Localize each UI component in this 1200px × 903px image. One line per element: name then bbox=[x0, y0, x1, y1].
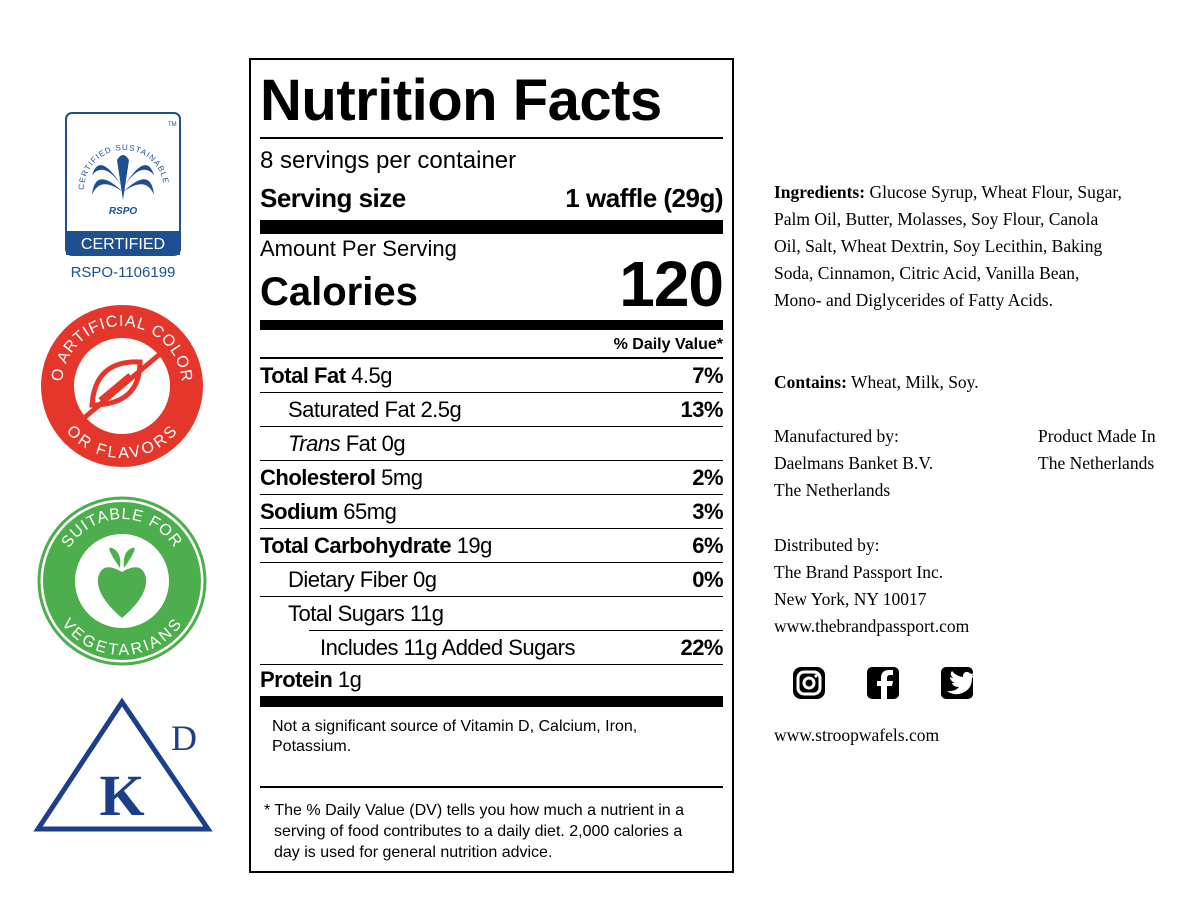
kosher-superscript: D bbox=[171, 718, 197, 758]
daily-value-header: % Daily Value* bbox=[613, 336, 723, 353]
rspo-brand: RSPO bbox=[109, 206, 138, 217]
rspo-id: RSPO-1106199 bbox=[71, 264, 176, 281]
distributor-line: New York, NY 10017 bbox=[774, 589, 927, 609]
nutrient-dv: 22% bbox=[680, 635, 723, 660]
badges: CERTIFIED SUSTAINABLE PALM OIL TM RSPO C… bbox=[0, 0, 213, 832]
nutrient-name: Total Fat bbox=[260, 363, 346, 388]
leaf-icon bbox=[82, 352, 162, 420]
nutrient-name: Includes 11g Added Sugars bbox=[320, 635, 575, 660]
nutrient-row: Dietary Fiber 0g 0% bbox=[260, 564, 723, 597]
nutrition-panel: Nutrition Facts 8 servings per container… bbox=[249, 58, 734, 873]
nutrient-row: Protein 1g bbox=[260, 664, 723, 696]
footnote-dv: * The % Daily Value (DV) tells you how m… bbox=[264, 802, 685, 861]
nutrient-amount: 2.5g bbox=[420, 397, 462, 422]
ingredients: Ingredients: Glucose Syrup, Wheat Flour,… bbox=[774, 179, 1124, 314]
nutrient-amount: 1g bbox=[337, 667, 362, 692]
amount-per-serving: Amount Per Serving bbox=[260, 236, 457, 261]
origin: Product Made In The Netherlands bbox=[1038, 423, 1156, 477]
thick-rule bbox=[260, 696, 723, 707]
distributor-line: The Brand Passport Inc. bbox=[774, 562, 944, 582]
heart-icon bbox=[97, 547, 147, 618]
nutrient-dv: 6% bbox=[692, 533, 723, 558]
nutrient-dv: 2% bbox=[692, 465, 723, 490]
nutrient-row: Saturated Fat 2.5g 13% bbox=[260, 394, 723, 427]
nutrient-amount: 0g bbox=[413, 567, 437, 592]
manufacturer-line: Manufactured by: bbox=[774, 426, 899, 446]
rule bbox=[260, 786, 723, 788]
manufacturer-line: The Netherlands bbox=[774, 480, 891, 500]
thick-rule bbox=[260, 320, 723, 330]
nutrient-amount: 11g bbox=[409, 601, 444, 626]
contains-text: Wheat, Milk, Soy. bbox=[851, 372, 979, 392]
calories-row: Calories 120 bbox=[260, 252, 724, 316]
rule bbox=[260, 137, 723, 139]
rspo-certified: CERTIFIED bbox=[81, 236, 165, 253]
nutrient-name: Total Sugars bbox=[288, 601, 405, 626]
nutrient-amount: 4.5g bbox=[351, 363, 392, 388]
calories-value: 120 bbox=[619, 248, 724, 320]
calories-label: Calories bbox=[260, 270, 418, 314]
nutrient-row: Trans Fat 0g bbox=[260, 428, 723, 461]
rspo-tm: TM bbox=[168, 122, 177, 128]
nutrient-row: Includes 11g Added Sugars 22% bbox=[260, 632, 723, 665]
nutrient-dv: 13% bbox=[680, 397, 723, 422]
nutrient-row: Cholesterol 5mg 2% bbox=[260, 462, 723, 495]
nutrient-amount: 19g bbox=[456, 533, 493, 558]
distributor-line: www.thebrandpassport.com bbox=[774, 616, 970, 636]
facebook-icon[interactable] bbox=[867, 667, 899, 699]
ingredients-text: Glucose Syrup, Wheat Flour, Sugar, Palm … bbox=[774, 182, 1122, 310]
kosher-triangle bbox=[33, 697, 213, 832]
social-icons bbox=[793, 667, 974, 699]
website[interactable]: www.stroopwafels.com bbox=[774, 725, 940, 745]
origin-line: The Netherlands bbox=[1038, 453, 1155, 473]
nutrient-amount: 0g bbox=[381, 431, 406, 456]
nutrient-amount: 65mg bbox=[343, 499, 397, 524]
nutrition-title: Nutrition Facts bbox=[260, 68, 662, 133]
origin-line: Product Made In bbox=[1038, 426, 1156, 446]
contains: Contains: Wheat, Milk, Soy. bbox=[774, 369, 979, 396]
servings: 8 servings per container bbox=[260, 147, 517, 174]
nutrient-dv: 7% bbox=[692, 363, 723, 388]
footnote-vitamins: Not a significant source of Vitamin D, C… bbox=[272, 718, 638, 755]
nutrient-name: Saturated Fat bbox=[288, 397, 415, 422]
ingredients-label: Ingredients: bbox=[774, 182, 866, 202]
twitter-icon[interactable] bbox=[941, 667, 974, 699]
nutrient-name: Sodium bbox=[260, 499, 338, 524]
rule bbox=[260, 357, 723, 359]
rspo-band bbox=[66, 231, 180, 255]
nutrient-name: Protein bbox=[260, 667, 333, 692]
nutrient-name: Cholesterol bbox=[260, 465, 376, 490]
nutrient-row: Sodium 65mg 3% bbox=[260, 496, 723, 529]
kosher-letter: K bbox=[99, 763, 144, 828]
nutrient-name: Dietary Fiber bbox=[288, 567, 408, 592]
serving-size-value: 1 waffle (29g) bbox=[565, 183, 723, 213]
nutrient-dv: 3% bbox=[692, 499, 723, 524]
serving-size-row: Serving size 1 waffle (29g) bbox=[260, 182, 723, 214]
nutrient-name-prefix: Trans bbox=[288, 431, 341, 456]
distributor: Distributed by: The Brand Passport Inc. … bbox=[774, 532, 969, 640]
nutrient-amount: 5mg bbox=[381, 465, 423, 490]
serving-size-label: Serving size bbox=[260, 183, 406, 213]
rspo-palm bbox=[92, 155, 154, 200]
nutrient-name: Total Carbohydrate bbox=[260, 533, 452, 558]
nutrient-dv: 0% bbox=[692, 567, 723, 592]
nutrient-row: Total Fat 4.5g 7% bbox=[260, 360, 723, 393]
manufacturer: Manufactured by: Daelmans Banket B.V. Th… bbox=[774, 423, 933, 504]
nutrient-row: Total Carbohydrate 19g 6% bbox=[260, 530, 723, 563]
thick-rule bbox=[260, 220, 723, 234]
contains-label: Contains: bbox=[774, 372, 847, 392]
instagram-icon[interactable] bbox=[793, 667, 825, 699]
nutrient-row: Total Sugars 11g bbox=[288, 598, 723, 631]
distributor-line: Distributed by: bbox=[774, 535, 880, 555]
manufacturer-line: Daelmans Banket B.V. bbox=[774, 453, 934, 473]
nutrient-name: Fat bbox=[345, 431, 377, 456]
